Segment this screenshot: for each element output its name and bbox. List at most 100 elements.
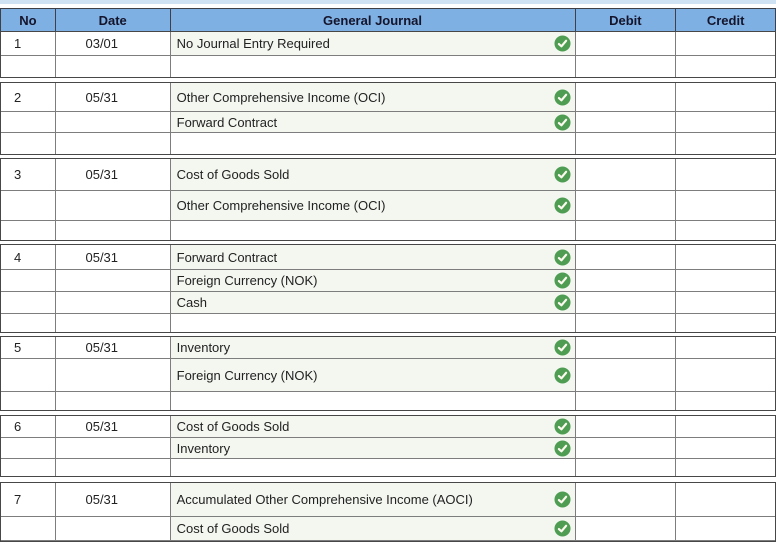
credit-cell[interactable] <box>676 270 775 291</box>
header-general-journal: General Journal <box>171 9 576 31</box>
credit-cell[interactable] <box>676 83 775 111</box>
check-icon <box>554 520 571 537</box>
credit-cell[interactable] <box>676 359 775 391</box>
debit-cell[interactable] <box>576 483 677 516</box>
credit-cell[interactable] <box>676 416 775 437</box>
table-header-row: No Date General Journal Debit Credit <box>0 8 776 31</box>
credit-cell[interactable] <box>676 32 775 55</box>
debit-cell[interactable] <box>576 337 677 358</box>
credit-cell[interactable] <box>676 112 775 132</box>
check-icon <box>554 294 571 311</box>
account-name: Foreign Currency (NOK) <box>176 273 318 288</box>
account-cell[interactable]: Forward Contract <box>170 112 576 132</box>
account-cell[interactable]: Other Comprehensive Income (OCI) <box>170 83 576 111</box>
top-accent-strip <box>0 0 776 4</box>
credit-cell <box>676 221 775 240</box>
check-icon <box>554 88 571 106</box>
journal-line-row: 6 05/31 Cost of Goods Sold <box>1 416 775 438</box>
debit-cell[interactable] <box>576 32 677 55</box>
entry-number-cell: 1 <box>1 32 56 55</box>
entry-number-cell <box>1 359 56 391</box>
credit-cell[interactable] <box>676 438 775 458</box>
debit-cell[interactable] <box>576 359 677 391</box>
journal-line-row: Cash <box>1 292 775 314</box>
account-name: Inventory <box>176 340 231 355</box>
date-cell[interactable]: 05/31 <box>56 245 171 269</box>
debit-cell[interactable] <box>576 292 677 313</box>
entry-number-cell: 2 <box>1 83 56 111</box>
date-cell[interactable]: 03/01 <box>56 32 171 55</box>
entry-number-cell <box>1 314 56 332</box>
journal-line-row: 5 05/31 Inventory <box>1 337 775 359</box>
credit-cell <box>676 133 775 154</box>
credit-cell[interactable] <box>676 292 775 313</box>
account-cell[interactable]: Cost of Goods Sold <box>170 416 576 437</box>
header-debit: Debit <box>576 9 677 31</box>
credit-cell[interactable] <box>676 191 775 220</box>
debit-cell[interactable] <box>576 191 677 220</box>
account-name: Accumulated Other Comprehensive Income (… <box>176 492 473 507</box>
credit-cell[interactable] <box>676 337 775 358</box>
entry-number-cell <box>1 459 56 476</box>
debit-cell[interactable] <box>576 112 677 132</box>
debit-cell[interactable] <box>576 416 677 437</box>
date-cell[interactable]: 05/31 <box>56 337 171 358</box>
journal-line-row: 4 05/31 Forward Contract <box>1 245 775 270</box>
check-icon <box>554 491 571 508</box>
check-icon <box>554 166 571 183</box>
debit-cell[interactable] <box>576 83 677 111</box>
account-cell[interactable]: Foreign Currency (NOK) <box>170 359 576 391</box>
account-name: Inventory <box>176 440 231 456</box>
check-icon <box>554 439 571 457</box>
debit-cell[interactable] <box>576 270 677 291</box>
credit-cell[interactable] <box>676 483 775 516</box>
account-cell[interactable]: Forward Contract <box>170 245 576 269</box>
date-cell[interactable]: 05/31 <box>56 416 171 437</box>
date-cell[interactable]: 05/31 <box>56 483 171 516</box>
entry-number-cell <box>1 270 56 291</box>
credit-cell[interactable] <box>676 159 775 190</box>
account-cell[interactable]: No Journal Entry Required <box>170 32 576 55</box>
date-cell <box>56 133 171 154</box>
date-cell <box>56 359 171 391</box>
date-cell <box>56 517 171 540</box>
header-date: Date <box>56 9 171 31</box>
account-cell <box>171 459 576 476</box>
debit-cell[interactable] <box>576 159 677 190</box>
debit-cell[interactable] <box>576 245 677 269</box>
account-cell[interactable]: Other Comprehensive Income (OCI) <box>170 191 576 220</box>
date-cell <box>56 314 171 332</box>
date-cell[interactable]: 05/31 <box>56 83 171 111</box>
debit-cell <box>576 133 677 154</box>
date-cell <box>56 221 171 240</box>
entry-number-cell: 3 <box>1 159 56 190</box>
general-journal-table: No Date General Journal Debit Credit 1 03… <box>0 8 776 542</box>
entry-number-cell <box>1 392 56 410</box>
account-cell[interactable]: Cash <box>170 292 576 313</box>
entry-number-cell: 7 <box>1 483 56 516</box>
date-cell[interactable]: 05/31 <box>56 159 171 190</box>
entry-number-cell <box>1 112 56 132</box>
entry-number-cell <box>1 56 56 77</box>
journal-line-row: 7 05/31 Accumulated Other Comprehensive In… <box>1 483 775 517</box>
account-cell[interactable]: Inventory <box>170 438 576 458</box>
account-cell[interactable]: Inventory <box>170 337 576 358</box>
header-credit: Credit <box>706 12 745 28</box>
account-cell[interactable]: Foreign Currency (NOK) <box>170 270 576 291</box>
credit-cell <box>676 392 775 410</box>
account-cell[interactable]: Cost of Goods Sold <box>170 517 576 540</box>
debit-cell[interactable] <box>576 517 677 540</box>
date-cell <box>56 438 171 458</box>
journal-line-row: Forward Contract <box>1 112 775 133</box>
account-name: Other Comprehensive Income (OCI) <box>176 89 386 105</box>
credit-cell[interactable] <box>676 517 775 540</box>
journal-line-row: Other Comprehensive Income (OCI) <box>1 191 775 221</box>
spacer-row <box>1 221 775 240</box>
entry-number-cell: 5 <box>1 337 56 358</box>
debit-cell[interactable] <box>576 438 677 458</box>
credit-cell[interactable] <box>676 245 775 269</box>
account-cell[interactable]: Accumulated Other Comprehensive Income (… <box>170 483 576 516</box>
account-name: Cash <box>176 295 207 310</box>
account-cell[interactable]: Cost of Goods Sold <box>170 159 576 190</box>
